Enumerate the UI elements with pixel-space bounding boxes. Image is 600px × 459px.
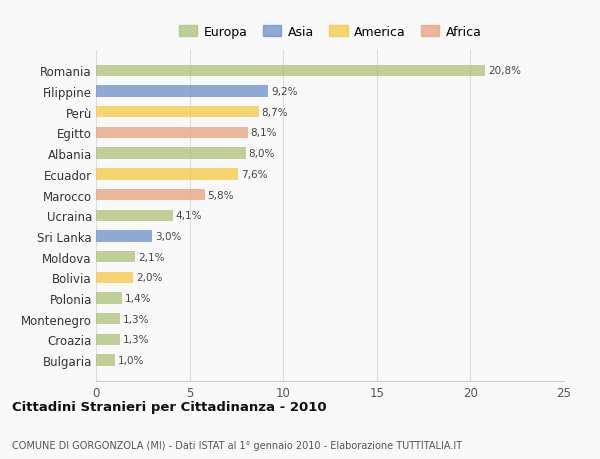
Bar <box>96 107 259 118</box>
Bar <box>96 313 121 325</box>
Text: 1,0%: 1,0% <box>118 355 144 365</box>
Text: 2,0%: 2,0% <box>136 273 163 283</box>
Text: 7,6%: 7,6% <box>241 169 268 179</box>
Bar <box>96 128 248 139</box>
Bar <box>96 210 173 221</box>
Text: 20,8%: 20,8% <box>488 66 521 76</box>
Text: 2,1%: 2,1% <box>138 252 164 262</box>
Text: 1,4%: 1,4% <box>125 293 152 303</box>
Text: 9,2%: 9,2% <box>271 87 298 97</box>
Text: 4,1%: 4,1% <box>176 211 202 221</box>
Bar <box>96 272 133 283</box>
Bar <box>96 148 246 159</box>
Bar <box>96 190 205 201</box>
Text: 1,3%: 1,3% <box>123 314 149 324</box>
Text: Cittadini Stranieri per Cittadinanza - 2010: Cittadini Stranieri per Cittadinanza - 2… <box>12 400 326 413</box>
Bar <box>96 252 136 263</box>
Bar <box>96 169 238 180</box>
Text: 8,1%: 8,1% <box>250 128 277 138</box>
Text: 8,7%: 8,7% <box>262 107 288 118</box>
Bar <box>96 355 115 366</box>
Bar <box>96 334 121 345</box>
Bar <box>96 66 485 77</box>
Text: 3,0%: 3,0% <box>155 231 181 241</box>
Legend: Europa, Asia, America, Africa: Europa, Asia, America, Africa <box>176 23 484 41</box>
Text: COMUNE DI GORGONZOLA (MI) - Dati ISTAT al 1° gennaio 2010 - Elaborazione TUTTITA: COMUNE DI GORGONZOLA (MI) - Dati ISTAT a… <box>12 440 462 450</box>
Bar <box>96 86 268 97</box>
Bar <box>96 231 152 242</box>
Bar <box>96 293 122 304</box>
Text: 1,3%: 1,3% <box>123 335 149 345</box>
Text: 8,0%: 8,0% <box>248 149 275 159</box>
Text: 5,8%: 5,8% <box>208 190 234 200</box>
